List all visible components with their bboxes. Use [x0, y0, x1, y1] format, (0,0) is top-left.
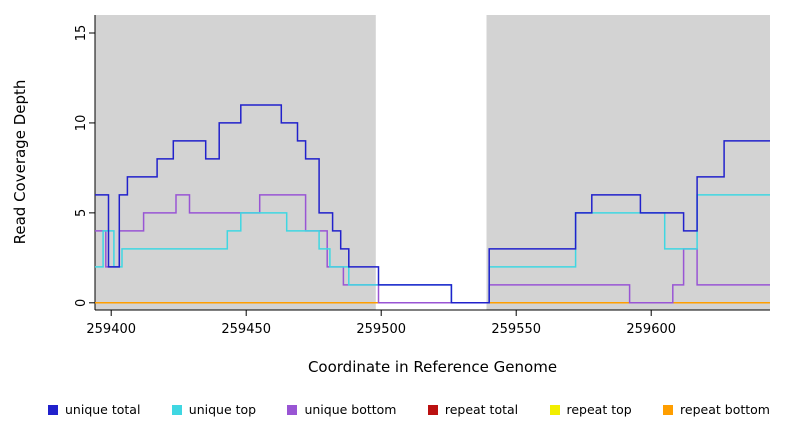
legend-label: repeat bottom	[680, 402, 770, 417]
x-tick-label: 259450	[221, 322, 271, 337]
legend-swatch	[663, 404, 674, 415]
x-tick-label: 259400	[86, 322, 136, 337]
x-tick-label: 259500	[356, 322, 406, 337]
legend-item-repeat-bottom: repeat bottom	[663, 402, 770, 417]
y-tick-label: 15	[74, 25, 89, 42]
series-unique-total	[95, 104, 770, 304]
legend-label: unique total	[65, 402, 141, 417]
x-tick-label: 259600	[626, 322, 676, 337]
y-tick-label: 10	[74, 115, 89, 132]
legend-item-repeat-total: repeat total	[427, 402, 519, 417]
legend-label: unique top	[188, 402, 257, 417]
legend: unique total unique top unique bottom repea…	[0, 402, 792, 417]
x-axis-title: Coordinate in Reference Genome	[307, 358, 558, 376]
legend-label: repeat top	[566, 402, 632, 417]
legend-label: unique bottom	[304, 402, 397, 417]
legend-item-unique-total: unique total	[48, 402, 140, 417]
legend-item-unique-bottom: unique bottom	[287, 402, 397, 417]
legend-swatch	[549, 404, 560, 415]
gap-region	[375, 15, 487, 310]
legend-item-unique-top: unique top	[171, 402, 257, 417]
legend-item-repeat-top: repeat top	[549, 402, 632, 417]
y-tick-label: 0	[74, 299, 89, 307]
legend-swatch	[48, 404, 58, 415]
y-axis-title: Read Coverage Depth	[11, 79, 29, 245]
legend-label: repeat total	[444, 402, 519, 417]
legend-swatch	[427, 404, 438, 415]
legend-swatch	[171, 404, 182, 415]
y-tick-label: 5	[74, 209, 89, 217]
plot-area: 259400 259450 259500 259550 259600 0 5 10 15	[74, 15, 770, 337]
legend-swatch	[287, 404, 298, 415]
x-tick-label: 259550	[491, 322, 541, 337]
